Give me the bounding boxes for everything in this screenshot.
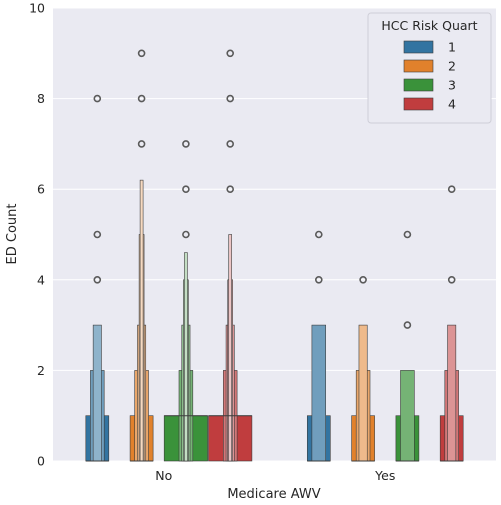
outlier-point bbox=[226, 185, 234, 193]
boxen-box bbox=[400, 370, 415, 462]
y-tick-label: 10 bbox=[29, 1, 45, 16]
legend-swatch bbox=[403, 78, 434, 92]
outlier-point bbox=[93, 94, 102, 103]
x-axis-title: Medicare AWV bbox=[227, 487, 320, 502]
outlier-point bbox=[314, 230, 323, 239]
legend-label: 2 bbox=[448, 59, 456, 74]
legend-label: 1 bbox=[448, 40, 456, 55]
legend-label: 3 bbox=[448, 78, 456, 93]
outlier-point bbox=[314, 275, 323, 284]
y-tick-label: 2 bbox=[37, 363, 45, 378]
boxen-box bbox=[447, 324, 457, 462]
legend-label: 4 bbox=[448, 97, 456, 112]
y-tick-label: 4 bbox=[37, 272, 45, 287]
outlier-point bbox=[447, 275, 456, 284]
outlier-point bbox=[447, 185, 456, 193]
boxen-boxes bbox=[85, 179, 464, 462]
boxen-box bbox=[228, 234, 232, 462]
outlier-points bbox=[93, 49, 456, 329]
legend: HCC Risk Quart 1 2 3 4 bbox=[367, 12, 492, 124]
y-tick-labels: 0 2 4 6 8 10 bbox=[29, 1, 45, 469]
legend-swatch bbox=[403, 97, 434, 111]
outlier-point bbox=[403, 321, 412, 329]
x-tick-label: No bbox=[155, 468, 172, 483]
boxen-box bbox=[358, 324, 368, 462]
outlier-point bbox=[93, 230, 102, 239]
y-tick-label: 0 bbox=[37, 454, 45, 469]
outlier-point bbox=[403, 230, 412, 239]
legend-title: HCC Risk Quart bbox=[381, 18, 477, 33]
outlier-point bbox=[226, 49, 234, 58]
outlier-point bbox=[182, 185, 190, 193]
outlier-point bbox=[359, 275, 367, 284]
outlier-point bbox=[137, 94, 146, 103]
boxen-box bbox=[92, 324, 102, 462]
y-tick-label: 8 bbox=[37, 91, 45, 106]
outlier-point bbox=[182, 230, 190, 239]
grid-lines bbox=[53, 7, 496, 462]
outlier-point bbox=[137, 49, 146, 58]
boxen-box bbox=[311, 324, 327, 462]
legend-swatch bbox=[403, 40, 434, 54]
outlier-point bbox=[182, 140, 190, 148]
outlier-point bbox=[93, 275, 102, 284]
boxen-box bbox=[184, 252, 188, 462]
x-tick-label: Yes bbox=[374, 468, 395, 483]
outlier-point bbox=[226, 140, 234, 148]
legend-swatch bbox=[403, 59, 434, 73]
boxen-box bbox=[139, 179, 144, 462]
outlier-point bbox=[226, 94, 234, 103]
y-tick-label: 6 bbox=[37, 182, 45, 197]
outlier-point bbox=[137, 140, 146, 148]
y-axis-title: ED Count bbox=[5, 204, 20, 265]
x-tick-labels: No Yes bbox=[155, 468, 395, 483]
